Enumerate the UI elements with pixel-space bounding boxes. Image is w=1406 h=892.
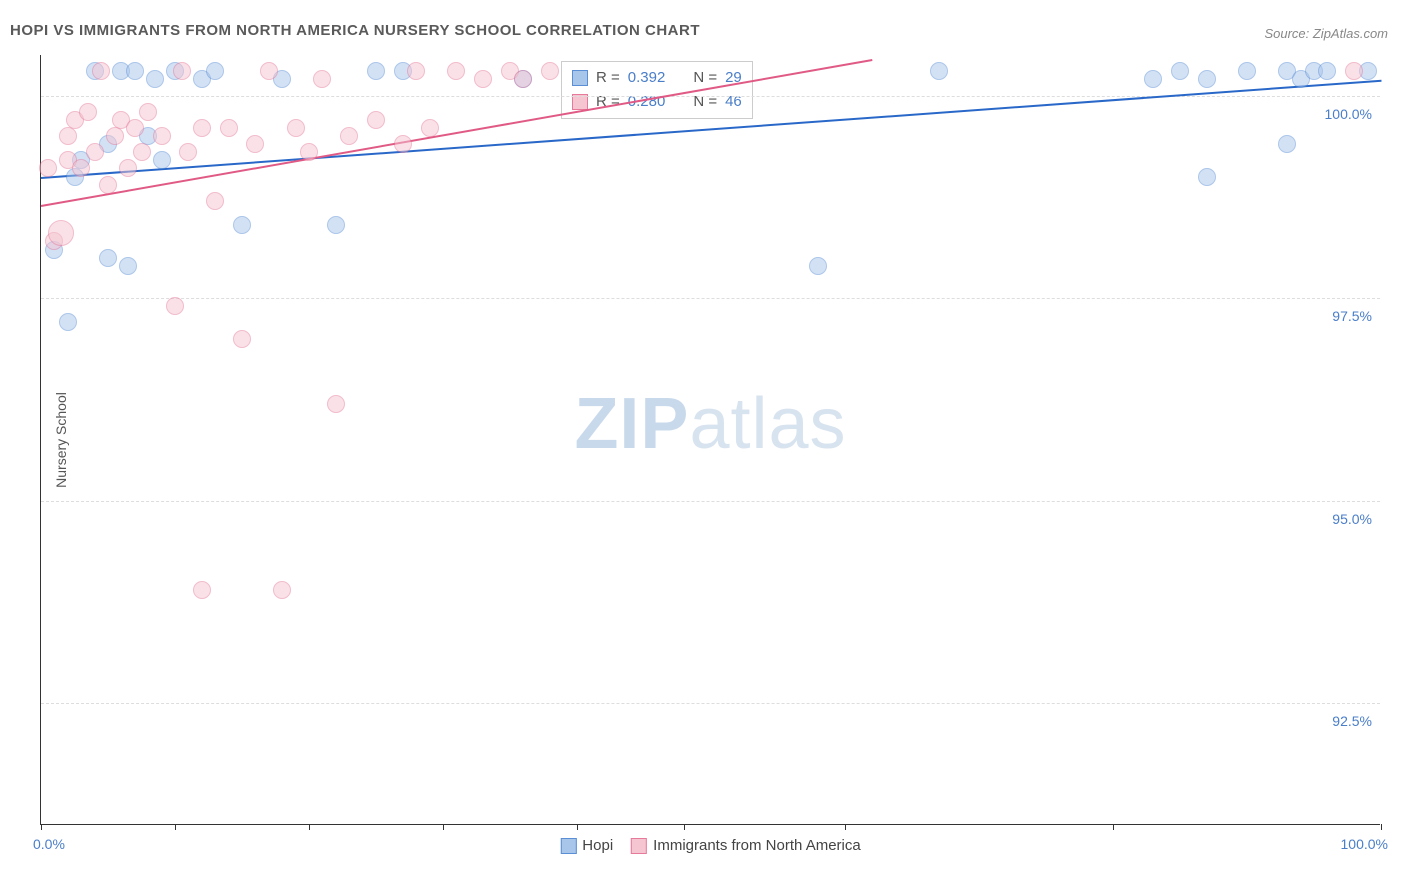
data-point	[1198, 168, 1216, 186]
x-tick	[845, 824, 846, 830]
x-axis-min-label: 0.0%	[33, 836, 65, 852]
chart-title: HOPI VS IMMIGRANTS FROM NORTH AMERICA NU…	[10, 22, 700, 39]
x-tick	[41, 824, 42, 830]
legend-swatch	[631, 838, 647, 854]
plot-area: Nursery School ZIPatlas R =0.392N =29R =…	[40, 55, 1380, 825]
data-point	[246, 135, 264, 153]
data-point	[119, 159, 137, 177]
source-label: Source: ZipAtlas.com	[1264, 26, 1388, 41]
n-label: N =	[693, 90, 717, 114]
data-point	[327, 395, 345, 413]
data-point	[59, 127, 77, 145]
series-legend: Hopi Immigrants from North America	[560, 837, 860, 854]
data-point	[179, 143, 197, 161]
data-point	[92, 62, 110, 80]
data-point	[260, 62, 278, 80]
data-point	[133, 143, 151, 161]
legend-row: R =0.280N =46	[572, 90, 742, 114]
data-point	[1278, 135, 1296, 153]
data-point	[394, 135, 412, 153]
data-point	[39, 159, 57, 177]
data-point	[809, 257, 827, 275]
y-tick-label: 97.5%	[1332, 308, 1372, 324]
data-point	[86, 143, 104, 161]
data-point	[146, 70, 164, 88]
data-point	[99, 176, 117, 194]
data-point	[1144, 70, 1162, 88]
data-point	[421, 119, 439, 137]
watermark: ZIPatlas	[574, 383, 846, 465]
data-point	[514, 70, 532, 88]
data-point	[79, 103, 97, 121]
x-tick	[684, 824, 685, 830]
data-point	[233, 216, 251, 234]
y-tick-label: 92.5%	[1332, 713, 1372, 729]
legend-label: Immigrants from North America	[653, 837, 861, 854]
x-tick	[1113, 824, 1114, 830]
r-value: 0.392	[628, 66, 666, 90]
r-label: R =	[596, 66, 620, 90]
data-point	[327, 216, 345, 234]
data-point	[206, 62, 224, 80]
data-point	[139, 103, 157, 121]
data-point	[367, 111, 385, 129]
data-point	[407, 62, 425, 80]
data-point	[153, 151, 171, 169]
data-point	[367, 62, 385, 80]
data-point	[119, 257, 137, 275]
data-point	[300, 143, 318, 161]
data-point	[59, 313, 77, 331]
data-point	[1318, 62, 1336, 80]
data-point	[193, 119, 211, 137]
x-axis-max-label: 100.0%	[1341, 836, 1388, 852]
data-point	[474, 70, 492, 88]
legend-item: Hopi	[560, 837, 613, 854]
data-point	[48, 220, 74, 246]
x-tick	[1381, 824, 1382, 830]
x-tick	[443, 824, 444, 830]
data-point	[1171, 62, 1189, 80]
y-tick-label: 95.0%	[1332, 511, 1372, 527]
chart-container: HOPI VS IMMIGRANTS FROM NORTH AMERICA NU…	[0, 0, 1406, 892]
x-tick	[309, 824, 310, 830]
data-point	[313, 70, 331, 88]
legend-swatch	[560, 838, 576, 854]
grid-line	[41, 703, 1380, 704]
data-point	[447, 62, 465, 80]
data-point	[173, 62, 191, 80]
x-tick	[175, 824, 176, 830]
data-point	[340, 127, 358, 145]
grid-line	[41, 501, 1380, 502]
data-point	[541, 62, 559, 80]
data-point	[287, 119, 305, 137]
data-point	[233, 330, 251, 348]
data-point	[206, 192, 224, 210]
data-point	[1345, 62, 1363, 80]
data-point	[193, 581, 211, 599]
data-point	[153, 127, 171, 145]
data-point	[72, 159, 90, 177]
n-value: 46	[725, 90, 742, 114]
data-point	[166, 297, 184, 315]
data-point	[220, 119, 238, 137]
data-point	[126, 62, 144, 80]
data-point	[930, 62, 948, 80]
data-point	[99, 249, 117, 267]
watermark-rest: atlas	[689, 384, 846, 464]
legend-swatch	[572, 70, 588, 86]
data-point	[1238, 62, 1256, 80]
r-label: R =	[596, 90, 620, 114]
data-point	[1198, 70, 1216, 88]
legend-label: Hopi	[582, 837, 613, 854]
data-point	[126, 119, 144, 137]
x-tick	[577, 824, 578, 830]
y-axis-title: Nursery School	[53, 392, 69, 488]
watermark-bold: ZIP	[574, 384, 689, 464]
data-point	[273, 581, 291, 599]
legend-item: Immigrants from North America	[631, 837, 861, 854]
data-point	[106, 127, 124, 145]
grid-line	[41, 298, 1380, 299]
y-tick-label: 100.0%	[1325, 106, 1372, 122]
